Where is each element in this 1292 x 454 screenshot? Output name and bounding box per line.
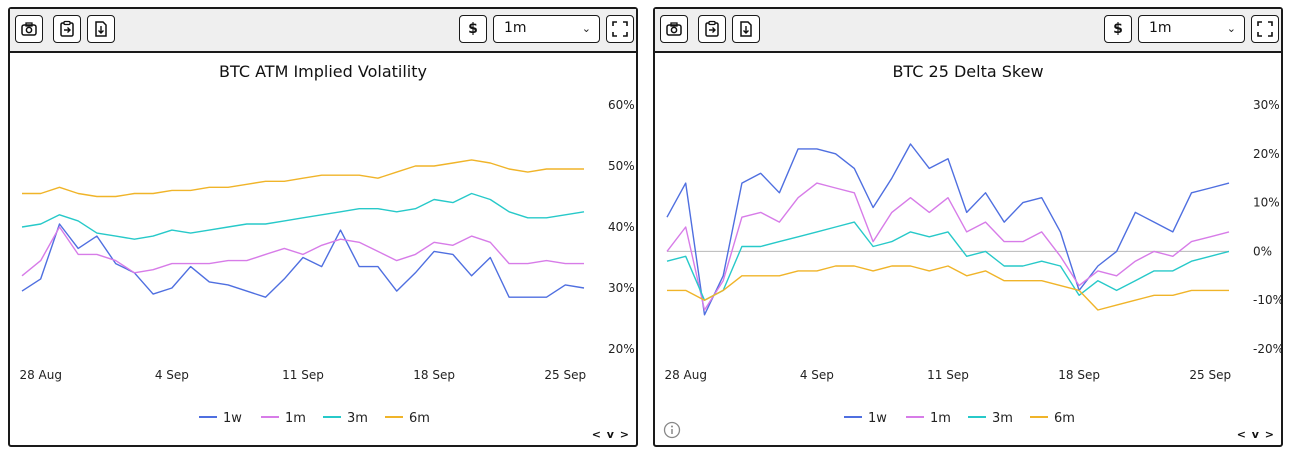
series-line-6m bbox=[22, 159, 584, 198]
iv-chart-panel: $ 1m ⌄ BTC ATM Implied Volatility 60% 50% 4… bbox=[8, 7, 638, 447]
legend-label-1w: 1w bbox=[868, 411, 887, 426]
camera-icon[interactable] bbox=[15, 15, 43, 43]
y-tick-label: 60% bbox=[608, 98, 635, 112]
download-icon[interactable] bbox=[732, 15, 760, 43]
skew-line-chart: BTC 25 Delta Skew 30% 20% 10% 0% -10% -20% 28 A… bbox=[664, 62, 1281, 426]
skew-chart-panel: $ 1m ⌄ BTC 25 Delta Skew 30% 20% 10% 0% -10% -… bbox=[653, 7, 1283, 447]
chart-nav-arrows[interactable]: < v > bbox=[1236, 428, 1275, 441]
x-tick-label: 4 Sep bbox=[800, 368, 834, 382]
expand-icon[interactable] bbox=[1251, 15, 1279, 43]
download-icon[interactable] bbox=[87, 15, 115, 43]
legend-label-1m: 1m bbox=[930, 411, 951, 426]
currency-button[interactable]: $ bbox=[1104, 15, 1132, 43]
y-tick-label: 40% bbox=[608, 220, 635, 234]
y-tick-label: -20% bbox=[1253, 342, 1281, 356]
x-tick-label: 28 Aug bbox=[19, 368, 62, 382]
legend-label-6m: 6m bbox=[1054, 411, 1075, 426]
range-select[interactable]: 1m ⌄ bbox=[1138, 15, 1245, 43]
clipboard-icon[interactable] bbox=[53, 15, 81, 43]
x-tick-label: 25 Sep bbox=[544, 368, 586, 382]
chart-title: BTC 25 Delta Skew bbox=[892, 62, 1043, 81]
legend-label-3m: 3m bbox=[347, 411, 368, 426]
expand-icon[interactable] bbox=[606, 15, 634, 43]
x-tick-label: 18 Sep bbox=[413, 368, 455, 382]
y-tick-label: 0% bbox=[1253, 244, 1272, 258]
y-tick-label: 50% bbox=[608, 159, 635, 173]
y-tick-label: 10% bbox=[1253, 196, 1280, 210]
series-line-6m bbox=[667, 265, 1229, 311]
y-tick-label: 20% bbox=[1253, 147, 1280, 161]
legend-label-1w: 1w bbox=[223, 411, 242, 426]
camera-icon[interactable] bbox=[660, 15, 688, 43]
iv-line-chart: BTC ATM Implied Volatility 60% 50% 40% 30% 20… bbox=[19, 62, 635, 426]
series-line-3m bbox=[666, 221, 1230, 301]
x-tick-label: 25 Sep bbox=[1189, 368, 1231, 382]
series-line-3m bbox=[21, 192, 585, 240]
series-line-1w bbox=[666, 143, 1230, 316]
chart-toolbar: $ 1m ⌄ bbox=[655, 9, 1281, 53]
y-tick-label: -10% bbox=[1253, 293, 1281, 307]
chart-toolbar: $ 1m ⌄ bbox=[10, 9, 636, 53]
series-line-1w bbox=[21, 223, 585, 298]
chart-title: BTC ATM Implied Volatility bbox=[219, 62, 427, 81]
x-tick-label: 28 Aug bbox=[664, 368, 707, 382]
series-line-1m bbox=[21, 226, 584, 277]
info-icon[interactable] bbox=[663, 421, 681, 439]
x-tick-label: 11 Sep bbox=[282, 368, 324, 382]
x-tick-label: 18 Sep bbox=[1058, 368, 1100, 382]
currency-button[interactable]: $ bbox=[459, 15, 487, 43]
y-tick-label: 30% bbox=[1253, 98, 1280, 112]
range-select[interactable]: 1m ⌄ bbox=[493, 15, 600, 43]
x-tick-label: 4 Sep bbox=[155, 368, 189, 382]
clipboard-icon[interactable] bbox=[698, 15, 726, 43]
chevron-down-icon: ⌄ bbox=[1226, 22, 1236, 35]
legend-label-1m: 1m bbox=[285, 411, 306, 426]
range-select-value: 1m bbox=[1149, 20, 1172, 36]
legend-label-3m: 3m bbox=[992, 411, 1013, 426]
chart-nav-arrows[interactable]: < v > bbox=[591, 428, 630, 441]
chevron-down-icon: ⌄ bbox=[581, 22, 591, 35]
range-select-value: 1m bbox=[504, 20, 527, 36]
y-tick-label: 30% bbox=[608, 281, 635, 295]
x-tick-label: 11 Sep bbox=[927, 368, 969, 382]
series-line-1m bbox=[666, 182, 1230, 311]
y-tick-label: 20% bbox=[608, 342, 635, 356]
legend-label-6m: 6m bbox=[409, 411, 430, 426]
